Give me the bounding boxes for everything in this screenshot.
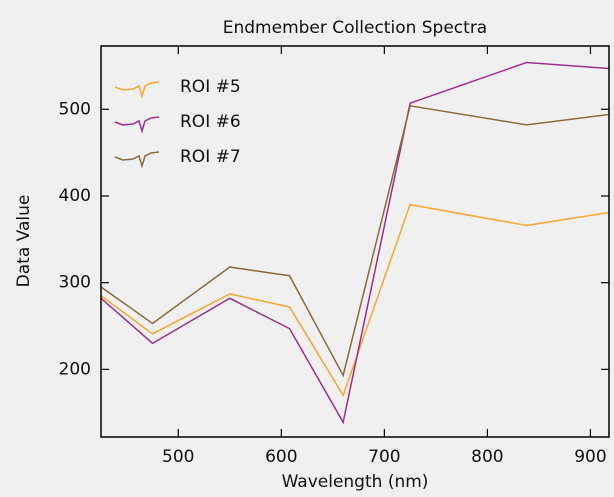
legend-label: ROI #7	[180, 147, 241, 167]
x-tick-label: 700	[368, 447, 400, 467]
y-tick-label: 300	[59, 273, 91, 293]
x-tick-label: 500	[162, 447, 194, 467]
legend-icon	[114, 151, 160, 169]
y-tick-label: 500	[59, 99, 91, 119]
plot-frame	[100, 45, 610, 438]
series-line	[101, 104, 609, 378]
series-line	[101, 203, 609, 398]
x-tick-label: 600	[265, 447, 297, 467]
chart-title: Endmember Collection Spectra	[223, 18, 487, 38]
y-tick-label: 400	[59, 186, 91, 206]
x-tick-label: 900	[574, 447, 606, 467]
plot-area	[101, 61, 609, 425]
x-axis-label: Wavelength (nm)	[282, 472, 429, 492]
legend-label: ROI #5	[180, 77, 241, 97]
legend-icon	[114, 116, 160, 134]
series-line	[101, 61, 609, 425]
legend-icon	[114, 81, 160, 99]
y-axis-label: Data Value	[14, 195, 34, 288]
y-tick-label: 200	[59, 359, 91, 379]
x-tick-label: 800	[471, 447, 503, 467]
legend-label: ROI #6	[180, 112, 241, 132]
